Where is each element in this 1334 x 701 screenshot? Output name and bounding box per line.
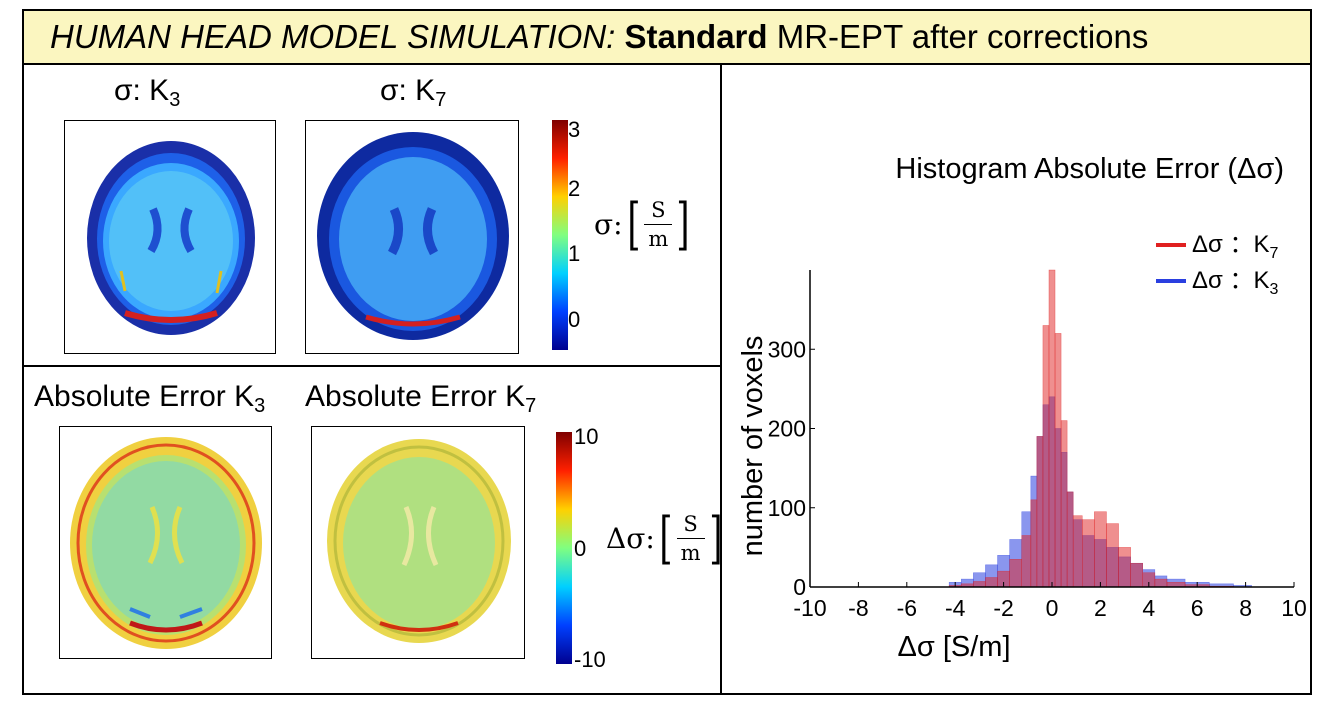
y-axis-label: number of voxels (737, 336, 769, 557)
brain-slice-error-k7 (327, 439, 511, 643)
x-tick-label: -10 (793, 595, 826, 621)
histogram-bar-k7 (1154, 578, 1168, 588)
chart-title: Histogram Absolute Error (Δσ) (895, 153, 1284, 185)
colorbar-delta-tick: 10 (574, 424, 599, 449)
histogram-bar-k7 (1036, 436, 1044, 588)
brain-slice-sigma-k7 (317, 132, 509, 340)
x-tick-label: 0 (1046, 595, 1059, 621)
histogram-bar-k7 (1021, 535, 1032, 588)
histogram-bar-k7 (1072, 515, 1083, 588)
histogram-bar-k7 (973, 581, 986, 588)
histogram-bar-k7 (1048, 269, 1056, 588)
colorbar-sigma-tick: 3 (568, 117, 581, 142)
colorbar-delta-sigma (556, 432, 572, 664)
x-tick-label: -4 (945, 595, 966, 621)
title-italic: HUMAN HEAD MODEL SIMULATION: (50, 18, 616, 55)
histogram-bar-k7 (985, 577, 998, 588)
label-sigma-k3: σ: K3 (114, 74, 181, 111)
x-tick-label: 8 (1239, 595, 1252, 621)
y-tick-label: 100 (768, 495, 806, 521)
y-tick-label: 300 (768, 336, 806, 362)
brain-slice-error-k3 (70, 437, 262, 649)
legend-label: Δσ ：K7 (1192, 231, 1279, 262)
colorbar-sigma (552, 120, 568, 350)
histogram-bar-k7 (1054, 333, 1062, 588)
title-rest: MR-EPT after corrections (776, 18, 1149, 55)
x-tick-label: -6 (897, 595, 917, 621)
label-abs-error-k7: Absolute Error K7 (305, 380, 537, 417)
colorbar-delta-tick: 0 (574, 536, 587, 561)
colorbar-sigma-tick: 2 (568, 176, 581, 201)
figure-title: HUMAN HEAD MODEL SIMULATION: Standard MR… (22, 9, 1312, 65)
histogram-bar-k7 (1130, 562, 1143, 588)
image-sigma-k7 (305, 120, 519, 354)
histogram-bar-k7 (1082, 519, 1095, 588)
colorbar-sigma-tick: 0 (568, 307, 581, 332)
brain-slice-sigma-k3 (87, 141, 255, 335)
x-tick-label: 2 (1094, 595, 1107, 621)
x-tick-label: 6 (1191, 595, 1204, 621)
series-k7-bars (948, 269, 1234, 588)
title-bold: Standard (624, 18, 768, 55)
divider-horizontal (22, 365, 722, 367)
label-sigma-k7: σ: K7 (380, 74, 447, 111)
x-tick-label: 10 (1281, 595, 1307, 621)
histogram-bar-k7 (1060, 420, 1068, 588)
colorbar-sigma-tick: 1 (568, 241, 581, 266)
histogram-bar-k7 (1106, 523, 1119, 588)
histogram-bar-k7 (1042, 325, 1050, 588)
histogram-bar-k7 (1009, 559, 1022, 588)
histogram-bar-k7 (1066, 491, 1074, 588)
histogram-bar-k7 (1118, 547, 1131, 588)
image-abs-error-k7 (311, 426, 525, 659)
x-axis-label: Δσ [S/m] (898, 631, 1011, 663)
image-sigma-k3 (64, 120, 276, 354)
histogram-bar-k7 (1030, 499, 1038, 588)
histogram-bar-k7 (1094, 511, 1107, 588)
chart-legend: Δσ ：K7 Δσ ：K3 (1156, 231, 1279, 298)
label-abs-error-k3: Absolute Error K3 (34, 380, 266, 417)
image-abs-error-k3 (59, 426, 272, 659)
legend-label: Δσ ：K3 (1192, 267, 1279, 298)
y-tick-label: 0 (793, 574, 806, 600)
x-tick-label: -8 (848, 595, 868, 621)
y-tick-label: 200 (768, 416, 806, 442)
divider-vertical (720, 63, 722, 695)
x-tick-label: 4 (1142, 595, 1155, 621)
colorbar-delta-tick: -10 (574, 647, 606, 672)
x-tick-label: -2 (993, 595, 1013, 621)
